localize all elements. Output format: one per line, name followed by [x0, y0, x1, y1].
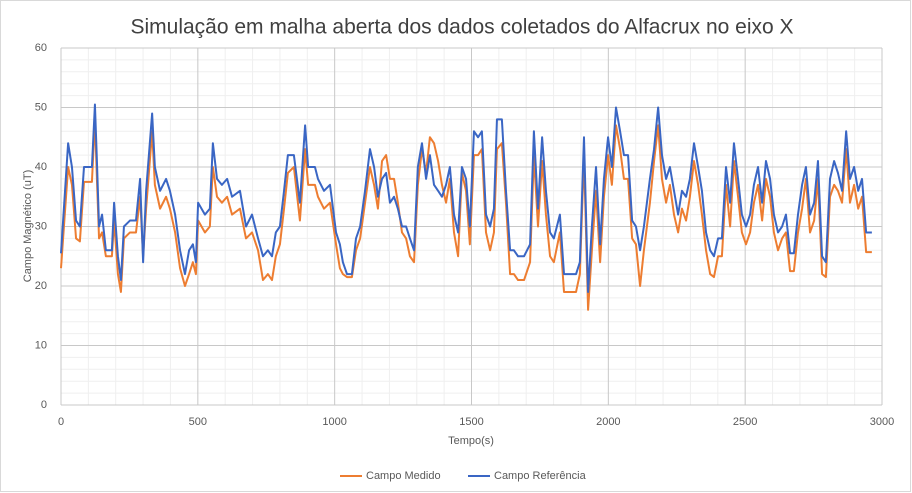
- series-line: [60, 118, 872, 311]
- x-tick-label: 1500: [459, 416, 483, 428]
- plot: [60, 103, 872, 311]
- y-tick-label: 10: [35, 339, 47, 351]
- y-tick-label: 50: [35, 101, 47, 113]
- y-tick-label: 20: [35, 280, 47, 292]
- x-tick-label: 1000: [322, 416, 346, 428]
- x-tick-label: 3000: [870, 416, 894, 428]
- x-tick-label: 2500: [733, 416, 757, 428]
- x-axis-label: Tempo(s): [448, 435, 494, 447]
- series-line: [60, 103, 872, 293]
- x-tick-label: 0: [58, 416, 64, 428]
- y-tick-label: 30: [35, 220, 47, 232]
- x-tick-label: 2000: [596, 416, 620, 428]
- legend: Campo Medido Campo Referência: [340, 470, 587, 482]
- y-tick-label: 60: [35, 42, 47, 54]
- chart-title: Simulação em malha aberta dos dados cole…: [130, 16, 793, 39]
- y-tick-label: 0: [41, 399, 47, 411]
- y-tick-label: 40: [35, 161, 47, 173]
- legend-label: Campo Medido: [366, 470, 441, 482]
- y-axis-label: Campo Magnético (uT): [22, 170, 34, 283]
- x-tick-label: 500: [189, 416, 207, 428]
- legend-label: Campo Referência: [494, 470, 587, 482]
